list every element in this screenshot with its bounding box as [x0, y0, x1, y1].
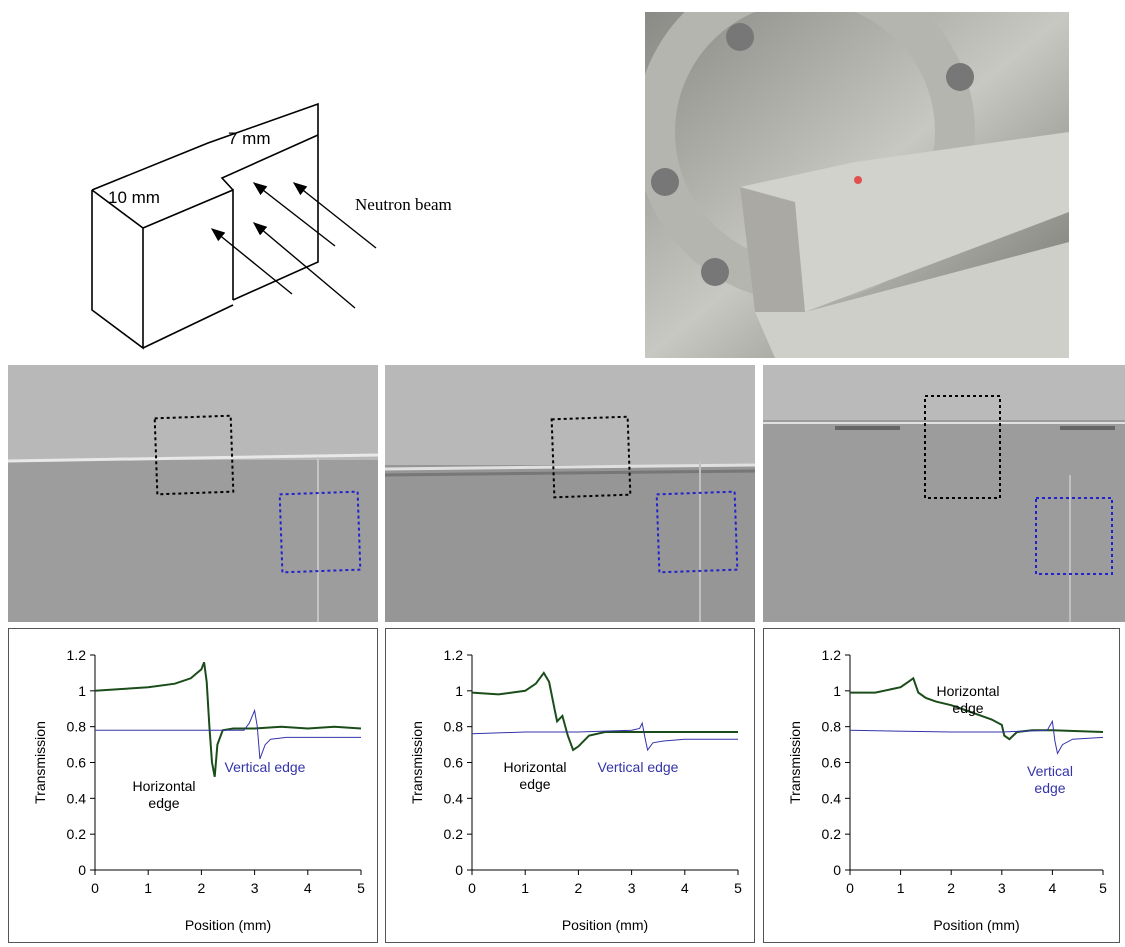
sample-photo — [645, 12, 1069, 358]
y-tick-label: 0.8 — [822, 719, 842, 735]
x-tick-label: 3 — [251, 880, 259, 896]
page: {"diagram": {"labels": ["10 mm", "7 mm",… — [0, 0, 1125, 943]
series-annotation: Horizontal edge — [490, 759, 580, 793]
sample-diagram: 10 mm 7 mm Neutron beam — [0, 0, 620, 360]
y-axis-label: Transmission — [409, 721, 425, 804]
x-tick-label: 5 — [734, 880, 742, 896]
x-tick-label: 1 — [897, 880, 905, 896]
series-line — [850, 721, 1103, 753]
series-annotation: Horizontal edge — [119, 778, 209, 812]
x-tick-label: 2 — [947, 880, 955, 896]
x-tick-label: 2 — [575, 880, 583, 896]
dimension-label: 7 mm — [228, 129, 271, 148]
series-annotation: Vertical edge — [220, 759, 310, 776]
series-annotation: Vertical edge — [1015, 763, 1085, 797]
x-tick-label: 1 — [144, 880, 152, 896]
x-tick-label: 4 — [1049, 880, 1057, 896]
x-tick-label: 5 — [1099, 880, 1107, 896]
y-tick-label: 0.4 — [67, 790, 87, 806]
y-tick-label: 0.8 — [444, 719, 464, 735]
radiograph — [763, 365, 1125, 622]
x-tick-label: 0 — [468, 880, 476, 896]
x-tick-label: 0 — [91, 880, 99, 896]
y-tick-label: 1.2 — [67, 647, 87, 663]
y-tick-label: 1 — [455, 683, 463, 699]
x-tick-label: 5 — [357, 880, 365, 896]
y-tick-label: 0.4 — [822, 790, 842, 806]
y-tick-label: 1.2 — [444, 647, 464, 663]
series-annotation: Horizontal edge — [923, 683, 1013, 717]
series-line — [472, 723, 738, 750]
radiographs — [0, 365, 1125, 623]
block-outline — [92, 104, 318, 348]
y-tick-label: 0.2 — [67, 826, 87, 842]
radiograph — [385, 365, 755, 622]
y-tick-label: 0.2 — [444, 826, 464, 842]
series-annotation: Vertical edge — [593, 759, 683, 776]
x-tick-label: 0 — [846, 880, 854, 896]
x-axis-label: Position (mm) — [933, 917, 1019, 933]
y-tick-label: 0 — [78, 862, 86, 878]
x-tick-label: 2 — [198, 880, 206, 896]
y-tick-label: 1 — [833, 683, 841, 699]
x-tick-label: 4 — [681, 880, 689, 896]
y-tick-label: 0 — [455, 862, 463, 878]
beam-arrows — [212, 183, 376, 308]
y-axis-label: Transmission — [32, 721, 48, 804]
y-tick-label: 0.8 — [67, 719, 87, 735]
x-tick-label: 3 — [998, 880, 1006, 896]
radiograph — [8, 365, 378, 622]
y-tick-label: 0 — [833, 862, 841, 878]
x-tick-label: 4 — [304, 880, 312, 896]
dimension-label: 10 mm — [108, 188, 160, 207]
series-line — [472, 673, 738, 750]
y-axis-label: Transmission — [787, 721, 803, 804]
y-tick-label: 0.4 — [444, 790, 464, 806]
x-tick-label: 1 — [521, 880, 529, 896]
y-tick-label: 0.6 — [67, 755, 87, 771]
x-axis-label: Position (mm) — [185, 917, 271, 933]
y-tick-label: 0.6 — [444, 755, 464, 771]
x-axis-label: Position (mm) — [562, 917, 648, 933]
y-tick-label: 0.6 — [822, 755, 842, 771]
series-line — [95, 711, 361, 759]
y-tick-label: 0.2 — [822, 826, 842, 842]
beam-label: Neutron beam — [355, 195, 452, 214]
x-tick-label: 3 — [628, 880, 636, 896]
y-tick-label: 1 — [78, 683, 86, 699]
y-tick-label: 1.2 — [822, 647, 842, 663]
